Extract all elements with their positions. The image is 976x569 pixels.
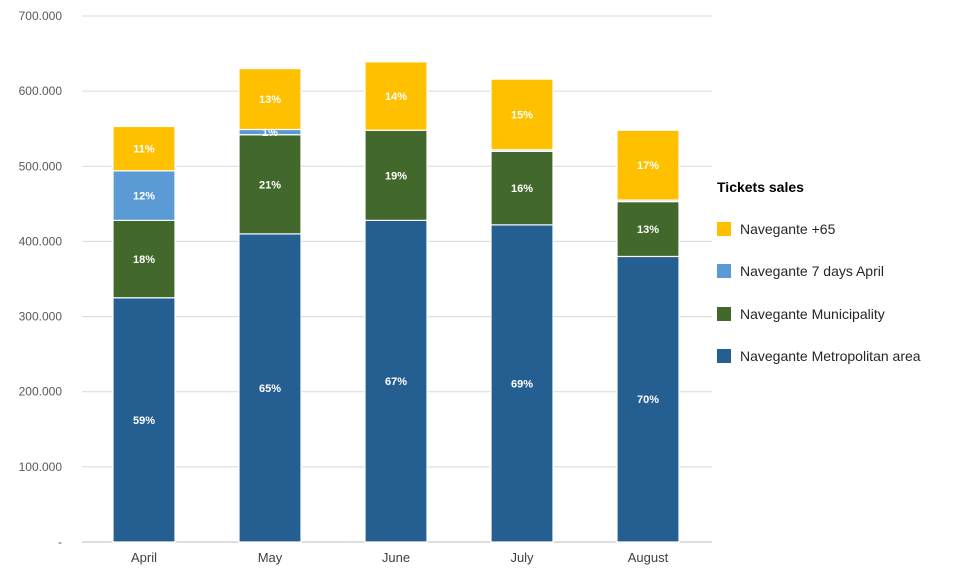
x-tick-label: May bbox=[258, 550, 283, 565]
data-label: 70% bbox=[637, 394, 659, 406]
legend-label: Navegante +65 bbox=[740, 221, 836, 237]
data-label: 69% bbox=[511, 378, 533, 390]
y-tick-label: 200.000 bbox=[19, 385, 63, 399]
bar-segment bbox=[112, 219, 176, 299]
bar-segment bbox=[616, 129, 680, 201]
bar-segment bbox=[616, 201, 680, 258]
data-label: 21% bbox=[259, 179, 281, 191]
data-label: 14% bbox=[385, 91, 407, 103]
x-tick-label: April bbox=[131, 550, 157, 565]
legend-label: Navegante Metropolitan area bbox=[740, 348, 921, 364]
legend: Tickets sales Navegante +65 Navegante 7 d… bbox=[717, 179, 921, 364]
bar-segment bbox=[490, 78, 554, 151]
x-axis: April May June July August bbox=[131, 550, 669, 565]
data-label: 1% bbox=[262, 127, 278, 139]
bar-segment bbox=[112, 170, 176, 221]
data-label: 12% bbox=[133, 191, 155, 203]
y-tick-label: 300.000 bbox=[19, 310, 63, 324]
legend-swatch bbox=[717, 222, 731, 236]
bar-segment bbox=[490, 224, 554, 543]
legend-label: Navegante Municipality bbox=[740, 306, 885, 322]
bars: 59% 18% 12% 11% 65% 21% 1% 13% 67% 19% 14% 69% 16% 15… bbox=[112, 61, 680, 543]
legend-title: Tickets sales bbox=[717, 179, 804, 195]
y-tick-label: 500.000 bbox=[19, 159, 63, 173]
data-label: 65% bbox=[259, 383, 281, 395]
y-tick-label: 100.000 bbox=[19, 460, 63, 474]
y-tick-label: - bbox=[58, 535, 62, 549]
data-label: 15% bbox=[511, 109, 533, 121]
legend-swatch bbox=[717, 264, 731, 278]
data-label: 13% bbox=[637, 224, 659, 236]
data-label: 19% bbox=[385, 170, 407, 182]
bar-segment bbox=[238, 233, 302, 543]
data-label: 11% bbox=[133, 144, 155, 156]
bar-segment bbox=[490, 150, 554, 226]
data-label: 18% bbox=[133, 254, 155, 266]
data-label: 59% bbox=[133, 415, 155, 427]
bar-segment bbox=[238, 67, 302, 131]
x-tick-label: July bbox=[510, 550, 534, 565]
bar-segment bbox=[364, 61, 428, 131]
x-tick-label: August bbox=[628, 550, 669, 565]
x-tick-label: June bbox=[382, 550, 410, 565]
legend-swatch bbox=[717, 349, 731, 363]
bar-segment bbox=[616, 255, 680, 543]
y-tick-label: 600.000 bbox=[19, 84, 63, 98]
data-label: 16% bbox=[511, 183, 533, 195]
data-label: 13% bbox=[259, 94, 281, 106]
data-label: 67% bbox=[385, 376, 407, 388]
bar-segment bbox=[112, 297, 176, 543]
legend-swatch bbox=[717, 307, 731, 321]
bar-segment bbox=[364, 219, 428, 543]
legend-label: Navegante 7 days April bbox=[740, 263, 884, 279]
data-label: 17% bbox=[637, 160, 659, 172]
y-tick-label: 400.000 bbox=[19, 234, 63, 248]
y-tick-label: 700.000 bbox=[19, 9, 63, 23]
y-axis: - 100.000 200.000 300.000 400.000 500.000 600.… bbox=[19, 9, 63, 549]
bar-segment bbox=[364, 129, 428, 221]
bar-segment bbox=[112, 125, 176, 172]
